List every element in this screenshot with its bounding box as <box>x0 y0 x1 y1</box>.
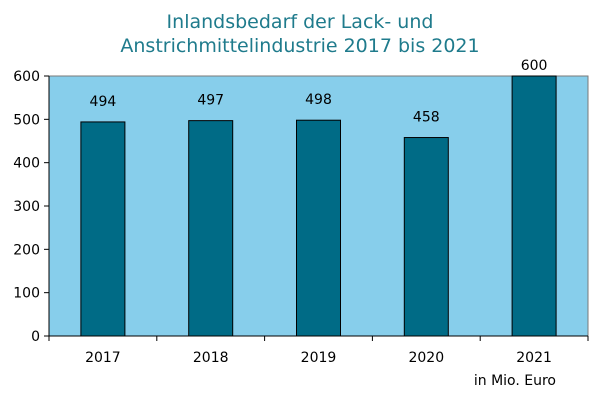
bar-2017 <box>80 121 126 337</box>
bar-2021 <box>511 75 557 337</box>
y-tick-label: 0 <box>31 329 40 345</box>
x-tick-label: 2021 <box>516 350 552 366</box>
x-tick-label: 2019 <box>301 350 337 366</box>
x-tick-label: 2018 <box>193 350 229 366</box>
y-tick-label: 500 <box>13 112 40 128</box>
data-label: 458 <box>413 110 440 126</box>
y-tick-label: 300 <box>13 199 40 215</box>
y-tick-label: 200 <box>13 242 40 258</box>
bar-2019 <box>296 119 341 337</box>
bar-2020 <box>403 137 449 337</box>
y-tick-label: 100 <box>13 286 40 302</box>
bar-2018 <box>188 120 234 337</box>
unit-note: in Mio. Euro <box>473 373 556 389</box>
chart-title-line-2: Anstrichmittelindustrie 2017 bis 2021 <box>120 35 480 57</box>
data-label: 497 <box>197 93 224 109</box>
data-label: 600 <box>521 58 548 74</box>
data-label: 494 <box>90 94 117 110</box>
data-label: 498 <box>305 92 332 108</box>
y-tick-label: 600 <box>13 69 40 85</box>
x-tick-label: 2020 <box>408 350 444 366</box>
y-tick-label: 400 <box>13 156 40 172</box>
chart-title-line-1: Inlandsbedarf der Lack- und <box>166 11 434 33</box>
x-tick-label: 2017 <box>85 350 121 366</box>
